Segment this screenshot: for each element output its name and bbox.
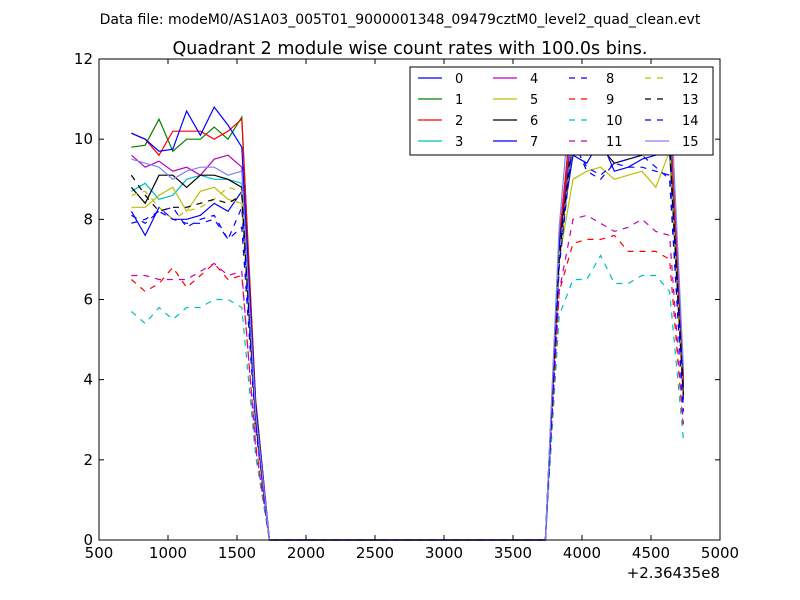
x-tick-label: 2500 [356,544,394,562]
legend-box [409,66,714,156]
legend-label-2: 2 [455,114,463,129]
x-tick-label: 2000 [287,544,325,562]
series-line-14 [131,137,684,541]
series-line-7 [131,105,684,541]
y-tick-label: 12 [74,50,93,68]
y-tick-label: 4 [83,371,93,389]
x-tick-label: 1000 [149,544,187,562]
y-tick-label: 0 [83,531,93,549]
data-file-caption: Data file: modeM0/AS1A03_005T01_90000013… [100,12,701,28]
y-tick-label: 2 [83,451,93,469]
legend-label-9: 9 [606,93,614,108]
legend-label-3: 3 [455,135,463,150]
legend-label-11: 11 [606,135,623,150]
x-tick-label: 3500 [494,544,532,562]
x-tick-label: 3000 [425,544,463,562]
x-tick-label: 500 [85,544,114,562]
legend-label-5: 5 [530,93,538,108]
y-tick-label: 10 [74,130,93,148]
x-tick-label: 4000 [563,544,601,562]
legend-label-8: 8 [606,72,614,87]
y-tick-label: 6 [83,291,93,309]
legend-label-6: 6 [530,114,538,129]
legend-label-15: 15 [682,135,699,150]
series-line-13 [130,125,684,541]
x-tick-label: 5000 [701,544,739,562]
legend-label-0: 0 [455,72,463,87]
legend-label-12: 12 [682,72,699,87]
legend-label-14: 14 [682,114,699,129]
series-line-5 [131,150,684,541]
x-tick-label: 4500 [632,544,670,562]
axis-ticks [98,58,721,541]
x-offset-label: +2.36435e8 [627,564,720,582]
x-tick-label: 1500 [218,544,256,562]
chart-title: Quadrant 2 module wise count rates with … [173,39,648,59]
legend-label-7: 7 [530,135,538,150]
series-line-9 [131,234,684,541]
legend-label-13: 13 [682,93,699,108]
axis-tick-labels: 500 1000 1500 2000 2500 3000 3500 4000 4500 5000 0… [74,50,739,562]
series-line-12 [131,137,684,541]
series-line-11 [131,214,684,541]
legend-label-10: 10 [606,114,623,129]
series-line-10 [131,254,684,541]
y-tick-label: 8 [83,210,93,228]
series-line-3 [131,126,684,541]
legend-label-1: 1 [455,93,463,108]
legend-label-4: 4 [530,72,538,87]
